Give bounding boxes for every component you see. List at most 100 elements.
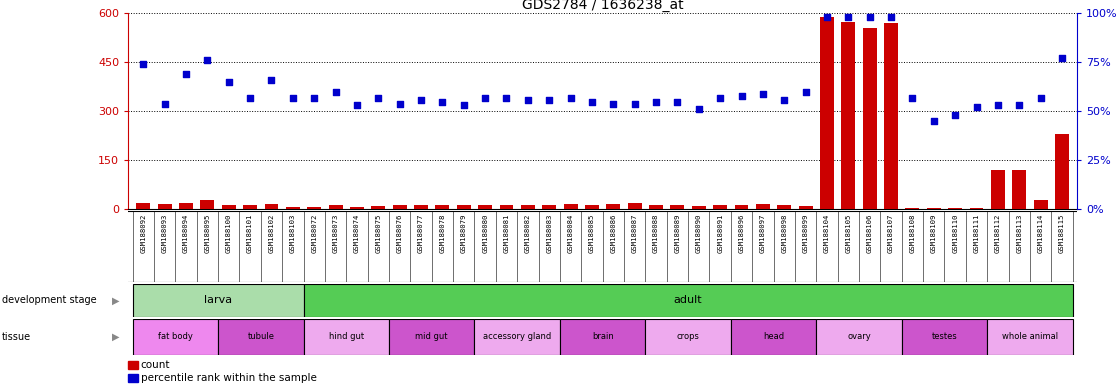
Text: ▶: ▶ xyxy=(112,295,119,306)
Bar xyxy=(927,208,941,209)
Bar xyxy=(816,319,902,355)
Point xyxy=(647,98,665,104)
Point xyxy=(412,96,430,103)
Bar xyxy=(328,205,343,209)
Text: GSM188110: GSM188110 xyxy=(952,214,959,253)
Point xyxy=(369,94,387,101)
Bar xyxy=(949,208,962,209)
Bar xyxy=(264,204,278,209)
Text: GSM188087: GSM188087 xyxy=(632,214,637,253)
Bar xyxy=(988,319,1072,355)
Text: GSM188095: GSM188095 xyxy=(204,214,211,253)
Bar xyxy=(970,208,983,209)
Point xyxy=(946,112,964,118)
Text: GSM188091: GSM188091 xyxy=(718,214,723,253)
Bar xyxy=(902,319,988,355)
Bar xyxy=(991,170,1004,209)
Text: count: count xyxy=(141,360,170,370)
Text: GSM188073: GSM188073 xyxy=(333,214,338,253)
Point xyxy=(498,94,516,101)
Text: GSM188074: GSM188074 xyxy=(354,214,360,253)
Point xyxy=(732,93,750,99)
Point xyxy=(156,101,174,107)
Text: development stage: development stage xyxy=(2,295,97,306)
Text: GSM188072: GSM188072 xyxy=(311,214,317,253)
Bar xyxy=(389,319,474,355)
Bar xyxy=(606,204,620,209)
Bar xyxy=(304,319,389,355)
Text: GSM188112: GSM188112 xyxy=(994,214,1001,253)
Bar xyxy=(1012,170,1027,209)
Point xyxy=(860,14,878,20)
Bar xyxy=(905,208,920,209)
Text: GSM188075: GSM188075 xyxy=(375,214,382,253)
Point xyxy=(882,14,899,20)
Point xyxy=(668,98,686,104)
Text: adult: adult xyxy=(674,295,702,306)
Text: GSM188076: GSM188076 xyxy=(396,214,403,253)
Point xyxy=(711,94,729,101)
Bar xyxy=(133,284,304,317)
Point xyxy=(348,103,366,109)
Bar xyxy=(713,205,728,209)
Point xyxy=(690,106,708,113)
Text: whole animal: whole animal xyxy=(1002,333,1058,341)
Point xyxy=(433,98,451,104)
Bar xyxy=(799,206,812,209)
Bar xyxy=(820,17,834,209)
Bar xyxy=(456,205,471,209)
Bar xyxy=(734,205,749,209)
Point xyxy=(583,98,600,104)
Bar xyxy=(201,200,214,209)
Text: head: head xyxy=(763,333,785,341)
Text: GSM188088: GSM188088 xyxy=(653,214,660,253)
Bar xyxy=(474,319,560,355)
Text: GSM188099: GSM188099 xyxy=(802,214,809,253)
Point xyxy=(199,57,217,63)
Bar xyxy=(645,319,731,355)
Text: GSM188081: GSM188081 xyxy=(503,214,510,253)
Point xyxy=(776,96,793,103)
Bar xyxy=(179,203,193,209)
Bar xyxy=(222,205,235,209)
Bar xyxy=(393,205,406,209)
Text: fat body: fat body xyxy=(157,333,193,341)
Text: mid gut: mid gut xyxy=(415,333,448,341)
Text: GSM188078: GSM188078 xyxy=(440,214,445,253)
Text: GSM188096: GSM188096 xyxy=(739,214,744,253)
Text: hind gut: hind gut xyxy=(329,333,364,341)
Bar xyxy=(478,205,492,209)
Point xyxy=(561,94,579,101)
Point xyxy=(241,94,259,101)
Bar xyxy=(133,319,218,355)
Text: GSM188106: GSM188106 xyxy=(867,214,873,253)
Text: GSM188102: GSM188102 xyxy=(269,214,275,253)
Text: tubule: tubule xyxy=(248,333,275,341)
Bar xyxy=(243,205,257,209)
Text: larva: larva xyxy=(204,295,232,306)
Text: GSM188089: GSM188089 xyxy=(674,214,681,253)
Text: GSM188108: GSM188108 xyxy=(910,214,915,253)
Point xyxy=(134,61,152,68)
Point xyxy=(306,94,324,101)
Point xyxy=(925,118,943,124)
Text: GSM188113: GSM188113 xyxy=(1017,214,1022,253)
Point xyxy=(540,96,558,103)
Text: GSM188079: GSM188079 xyxy=(461,214,466,253)
Text: testes: testes xyxy=(932,333,958,341)
Text: ▶: ▶ xyxy=(112,332,119,342)
Bar xyxy=(841,22,855,209)
Bar xyxy=(542,205,556,209)
Bar xyxy=(692,206,705,209)
Text: GSM188083: GSM188083 xyxy=(546,214,552,253)
Title: GDS2784 / 1636238_at: GDS2784 / 1636238_at xyxy=(522,0,683,12)
Point xyxy=(519,96,537,103)
Text: GSM188105: GSM188105 xyxy=(845,214,852,253)
Bar xyxy=(304,284,1072,317)
Text: GSM188080: GSM188080 xyxy=(482,214,488,253)
Bar xyxy=(756,204,770,209)
Text: accessory gland: accessory gland xyxy=(483,333,551,341)
Point xyxy=(904,94,922,101)
Point xyxy=(283,94,301,101)
Bar xyxy=(136,203,151,209)
